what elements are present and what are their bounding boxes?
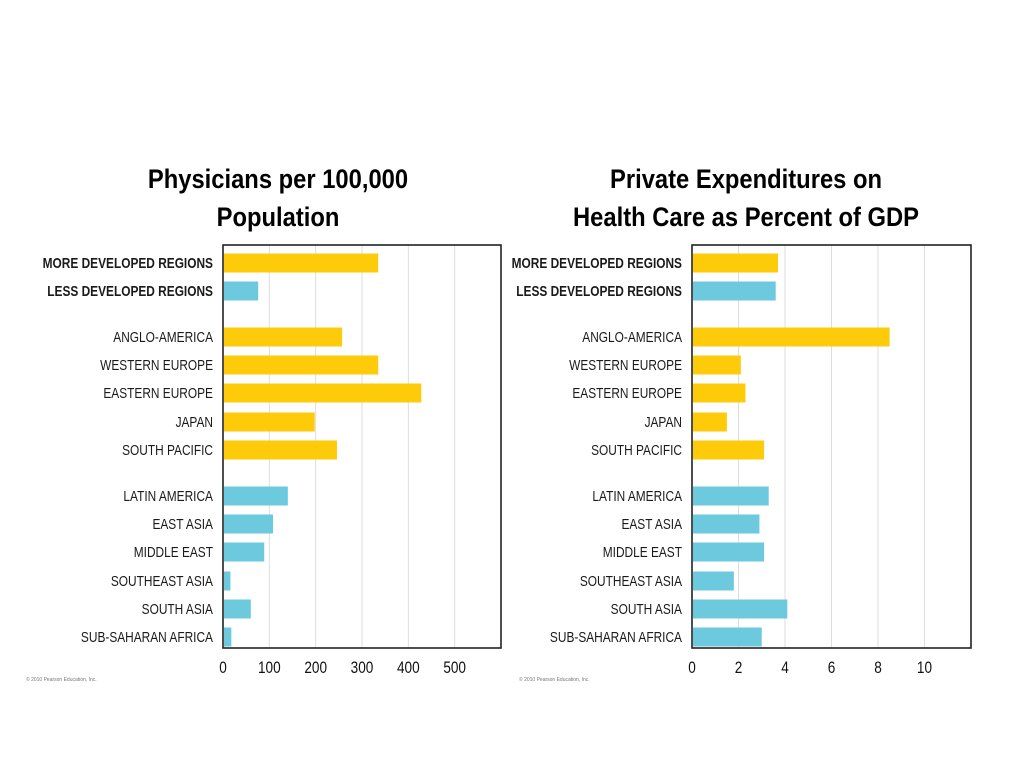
x-tick-label-500: 500 <box>443 659 466 678</box>
chart-1-title-line-2: Population <box>216 202 340 232</box>
category-label-south-asia: SOUTH ASIA <box>142 601 213 617</box>
category-label-western-europe: WESTERN EUROPE <box>100 357 213 373</box>
bar-japan <box>224 412 315 432</box>
category-label-less-developed-regions: LESS DEVELOPED REGIONS <box>516 283 682 299</box>
bar-less-developed-regions <box>693 281 776 301</box>
bar-southeast-asia <box>693 571 734 591</box>
bar-latin-america <box>693 486 769 506</box>
bar-south-asia <box>693 599 788 619</box>
category-label-latin-america: LATIN AMERICA <box>123 488 213 504</box>
bar-south-pacific <box>693 440 765 460</box>
bar-western-europe <box>224 355 379 375</box>
category-label-east-asia: EAST ASIA <box>621 516 682 532</box>
category-label-japan: JAPAN <box>645 414 682 430</box>
chart-1-title-line-1: Physicians per 100,000 <box>147 164 409 194</box>
x-tick-label-8: 8 <box>874 659 882 678</box>
category-label-less-developed-regions: LESS DEVELOPED REGIONS <box>47 283 213 299</box>
x-tick-label-300: 300 <box>351 659 374 678</box>
bar-east-asia <box>224 514 274 534</box>
category-label-more-developed-regions: MORE DEVELOPED REGIONS <box>512 255 682 271</box>
bar-sub-saharan-africa <box>224 627 232 647</box>
bar-middle-east <box>693 542 765 562</box>
category-label-southeast-asia: SOUTHEAST ASIA <box>111 573 213 589</box>
x-tick-label-0: 0 <box>688 659 696 678</box>
category-label-middle-east: MIDDLE EAST <box>603 544 682 560</box>
category-label-sub-saharan-africa: SUB-SAHARAN AFRICA <box>550 629 682 645</box>
x-tick-label-100: 100 <box>258 659 281 678</box>
bar-south-asia <box>224 599 251 619</box>
x-tick-label-400: 400 <box>397 659 420 678</box>
category-label-south-pacific: SOUTH PACIFIC <box>122 442 213 458</box>
category-label-middle-east: MIDDLE EAST <box>134 544 213 560</box>
x-tick-label-6: 6 <box>828 659 836 678</box>
x-tick-label-2: 2 <box>735 659 743 678</box>
bar-middle-east <box>224 542 265 562</box>
bar-southeast-asia <box>224 571 231 591</box>
bar-japan <box>693 412 727 432</box>
category-label-western-europe: WESTERN EUROPE <box>569 357 682 373</box>
category-label-latin-america: LATIN AMERICA <box>592 488 682 504</box>
bar-eastern-europe <box>224 383 422 403</box>
x-tick-label-200: 200 <box>304 659 327 678</box>
bar-more-developed-regions <box>693 253 779 273</box>
bar-eastern-europe <box>693 383 746 403</box>
plot-frame <box>222 244 502 649</box>
bar-latin-america <box>224 486 288 506</box>
category-label-south-asia: SOUTH ASIA <box>611 601 682 617</box>
x-tick-label-0: 0 <box>219 659 227 678</box>
chart-1-title: Physicians per 100,000 Population <box>102 160 454 236</box>
category-label-southeast-asia: SOUTHEAST ASIA <box>580 573 682 589</box>
bar-east-asia <box>693 514 760 534</box>
bar-more-developed-regions <box>224 253 379 273</box>
chart-2-copyright: © 2010 Pearson Education, Inc. <box>519 677 590 683</box>
plot-frame <box>691 244 972 649</box>
bar-less-developed-regions <box>224 281 259 301</box>
bar-sub-saharan-africa <box>693 627 762 647</box>
chart-2-title-line-1: Private Expenditures on <box>609 164 883 194</box>
x-tick-label-10: 10 <box>917 659 932 678</box>
category-label-anglo-america: ANGLO-AMERICA <box>582 329 682 345</box>
category-label-east-asia: EAST ASIA <box>152 516 213 532</box>
category-label-sub-saharan-africa: SUB-SAHARAN AFRICA <box>81 629 213 645</box>
category-label-more-developed-regions: MORE DEVELOPED REGIONS <box>43 255 213 271</box>
chart-1-copyright: © 2010 Pearson Education, Inc. <box>26 677 97 683</box>
chart-2-title: Private Expenditures on Health Care as P… <box>544 160 949 236</box>
category-label-eastern-europe: EASTERN EUROPE <box>103 385 213 401</box>
bar-western-europe <box>693 355 741 375</box>
category-label-eastern-europe: EASTERN EUROPE <box>572 385 682 401</box>
chart-physicians: MORE DEVELOPED REGIONS LESS DEVELOPED REG… <box>43 244 502 678</box>
bar-anglo-america <box>693 327 890 347</box>
category-label-anglo-america: ANGLO-AMERICA <box>113 329 213 345</box>
x-tick-label-4: 4 <box>781 659 789 678</box>
bar-anglo-america <box>224 327 343 347</box>
category-label-japan: JAPAN <box>176 414 213 430</box>
chart-2-title-line-2: Health Care as Percent of GDP <box>573 202 919 232</box>
bar-south-pacific <box>224 440 337 460</box>
chart-private-expenditures: MORE DEVELOPED REGIONS LESS DEVELOPED REG… <box>512 244 972 678</box>
category-label-south-pacific: SOUTH PACIFIC <box>591 442 682 458</box>
